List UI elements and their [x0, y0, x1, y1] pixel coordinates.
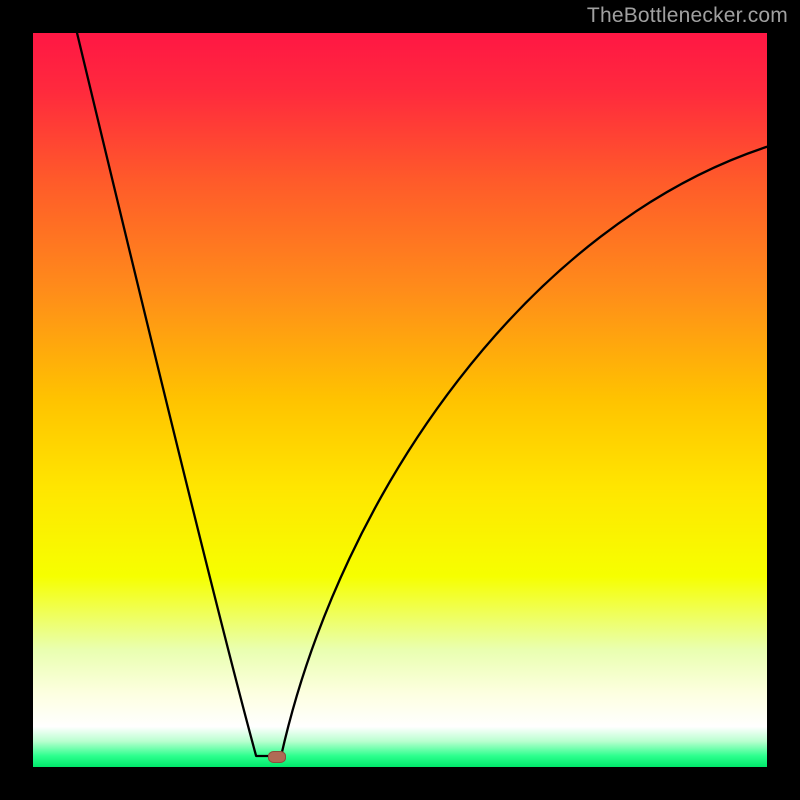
plot-area: [33, 33, 767, 767]
target-marker: [268, 751, 286, 763]
bottleneck-chart: [0, 0, 800, 800]
stage: TheBottlenecker.com: [0, 0, 800, 800]
watermark-text: TheBottlenecker.com: [587, 4, 788, 28]
